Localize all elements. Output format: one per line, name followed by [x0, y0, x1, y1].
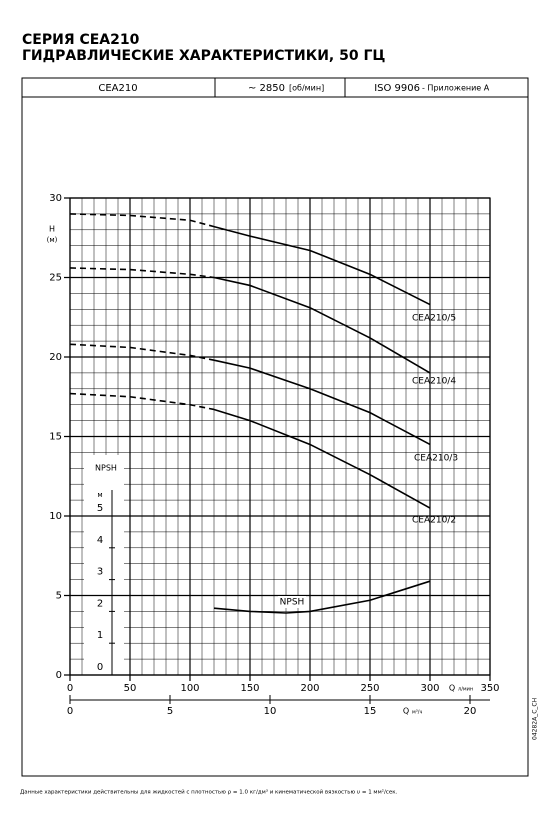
header-cell: CEA210 — [98, 83, 137, 94]
x-tick-label: 200 — [300, 683, 319, 694]
curve — [69, 392, 215, 411]
header-cell: - Приложение A — [422, 84, 490, 93]
x2-tick-label: 0 — [67, 706, 73, 717]
y2-unit: м — [97, 491, 102, 499]
frame — [21, 77, 529, 777]
curve — [213, 225, 431, 306]
y-label: H — [49, 225, 55, 234]
y2-tick-label: 3 — [97, 567, 103, 578]
header-cell: ISO 9906 — [374, 83, 420, 94]
x-tick-label: 150 — [240, 683, 259, 694]
y2-tick-label: 4 — [97, 535, 103, 546]
x2-tick-label: 15 — [364, 706, 377, 717]
x-tick-label: 50 — [124, 683, 137, 694]
y-tick-label: 5 — [56, 591, 62, 602]
curve — [213, 276, 431, 374]
y2-tick-label: 0 — [97, 662, 103, 673]
y-tick-label: 30 — [49, 193, 62, 204]
title: СЕРИЯ CEA210 — [22, 32, 140, 48]
curve-label: CEA210/5 — [412, 314, 456, 324]
y-tick-label: 0 — [56, 670, 62, 681]
y-tick-label: 20 — [49, 352, 62, 363]
x-tick-label: 300 — [420, 683, 439, 694]
x2-tick-label: 10 — [264, 706, 277, 717]
x-tick-label: 100 — [180, 683, 199, 694]
curve — [213, 580, 431, 614]
x-tick-label: 0 — [67, 683, 73, 694]
curve — [69, 213, 215, 228]
x2-tick-label: 20 — [464, 706, 477, 717]
y-tick-label: 15 — [49, 432, 62, 443]
x-label: Q — [449, 684, 455, 693]
code: 04282A_C_CH — [532, 698, 539, 740]
y2-label: NPSH — [95, 464, 117, 473]
curve — [213, 408, 431, 509]
curve-label: NPSH — [280, 598, 305, 608]
y2-tick-label: 5 — [97, 503, 103, 514]
curve — [69, 267, 215, 279]
x-tick-label: 350 — [480, 683, 499, 694]
y2-tick-label: 2 — [97, 598, 103, 609]
plot-border — [69, 197, 491, 676]
y-tick-label: 25 — [49, 273, 62, 284]
y2-tick-label: 1 — [97, 630, 103, 641]
curve-label: CEA210/3 — [414, 454, 458, 464]
header-cell: [об/мин] — [289, 84, 324, 93]
curve-label: CEA210/4 — [412, 377, 456, 387]
x2-label: Q — [403, 707, 409, 716]
footer-note: Данные характеристики действительны для … — [20, 789, 398, 796]
label-bg — [278, 596, 306, 608]
header-cell: ~ 2850 — [248, 83, 285, 94]
x2-unit: м³/ч — [412, 710, 422, 716]
npsh-panel — [84, 455, 124, 675]
curve — [213, 359, 431, 446]
y-unit: (м) — [47, 236, 58, 244]
curve-label: CEA210/2 — [412, 516, 456, 526]
curve — [69, 343, 215, 361]
x2-tick-label: 5 — [167, 706, 173, 717]
x-unit: л/мин — [458, 687, 473, 693]
x-tick-label: 250 — [360, 683, 379, 694]
subtitle: ГИДРАВЛИЧЕСКИЕ ХАРАКТЕРИСТИКИ, 50 ГЦ — [22, 48, 385, 64]
y-tick-label: 10 — [49, 511, 62, 522]
